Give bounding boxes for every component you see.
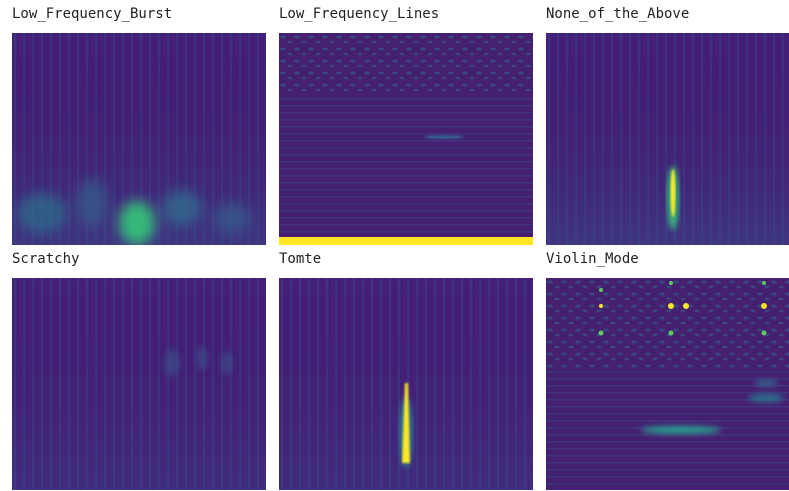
- panel-title: Low_Frequency_Lines: [279, 6, 440, 22]
- panel-title: Low_Frequency_Burst: [12, 6, 173, 22]
- spectrogram: [279, 33, 533, 245]
- spectrogram: [12, 33, 266, 245]
- panel-title: Tomte: [279, 251, 322, 267]
- panel: Violin_Mode: [546, 248, 789, 490]
- panel: Tomte: [279, 248, 533, 490]
- panel: Scratchy: [12, 248, 266, 490]
- panel-title: None_of_the_Above: [546, 6, 690, 22]
- spectrogram: [279, 278, 533, 490]
- spectrogram: [546, 33, 789, 245]
- spectrogram: [12, 278, 266, 490]
- panel: Low_Frequency_Lines: [279, 3, 533, 245]
- panel-title: Scratchy: [12, 251, 80, 267]
- panel-title: Violin_Mode: [546, 251, 639, 267]
- panel: Low_Frequency_Burst: [12, 3, 266, 245]
- spectrogram: [546, 278, 789, 490]
- panel: None_of_the_Above: [546, 3, 789, 245]
